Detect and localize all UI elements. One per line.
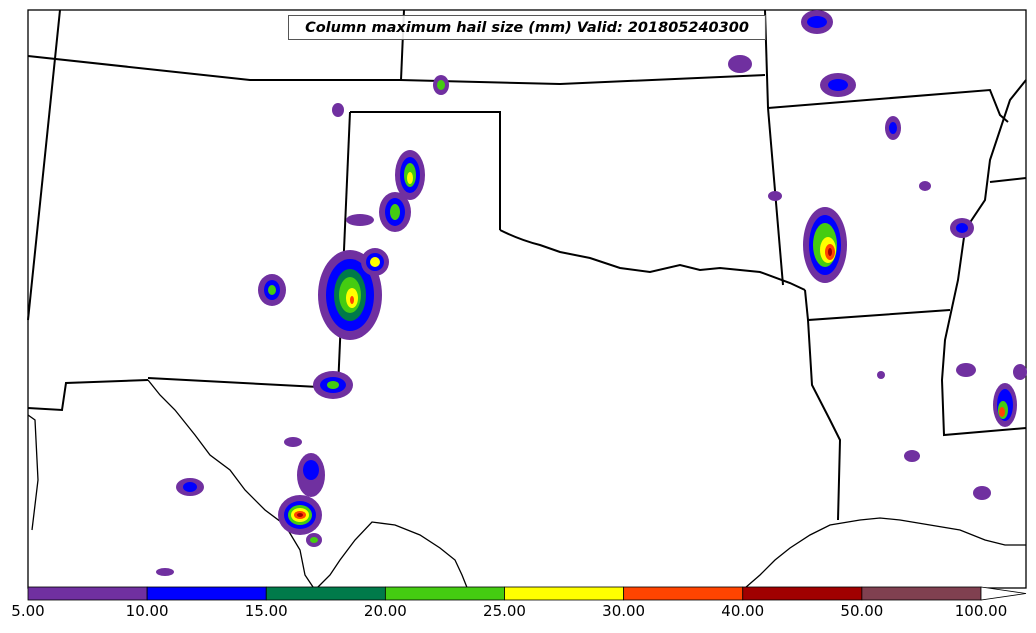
colorbar-swatch: [146, 586, 267, 601]
colorbar-swatch: [742, 586, 863, 601]
map-title: Column maximum hail size (mm) Valid: 201…: [288, 15, 766, 40]
colorbar-swatch: [861, 586, 982, 601]
colorbar-swatch: [265, 586, 386, 601]
map-border: [27, 9, 1027, 589]
colorbar-tick-label: 50.00: [840, 602, 884, 620]
colorbar-swatch: [384, 586, 505, 601]
colorbar: [27, 586, 1027, 601]
colorbar-tick-label: 20.00: [363, 602, 407, 620]
colorbar-tick-label: 30.00: [602, 602, 646, 620]
hail-cells: [156, 10, 1027, 576]
colorbar-tick-label: 5.00: [11, 602, 45, 620]
colorbar-swatch: [504, 586, 625, 601]
colorbar-tick-label: 10.00: [125, 602, 169, 620]
colorbar-tick-label: 15.00: [244, 602, 288, 620]
colorbar-swatch: [27, 586, 148, 601]
colorbar-swatch: [980, 586, 1027, 601]
colorbar-swatch: [623, 586, 744, 601]
coast-and-rivers: [27, 379, 1026, 591]
colorbar-tick-label: 100.00: [954, 602, 1008, 620]
colorbar-tick-label: 25.00: [483, 602, 526, 620]
colorbar-tick-label: 40.00: [721, 602, 765, 620]
